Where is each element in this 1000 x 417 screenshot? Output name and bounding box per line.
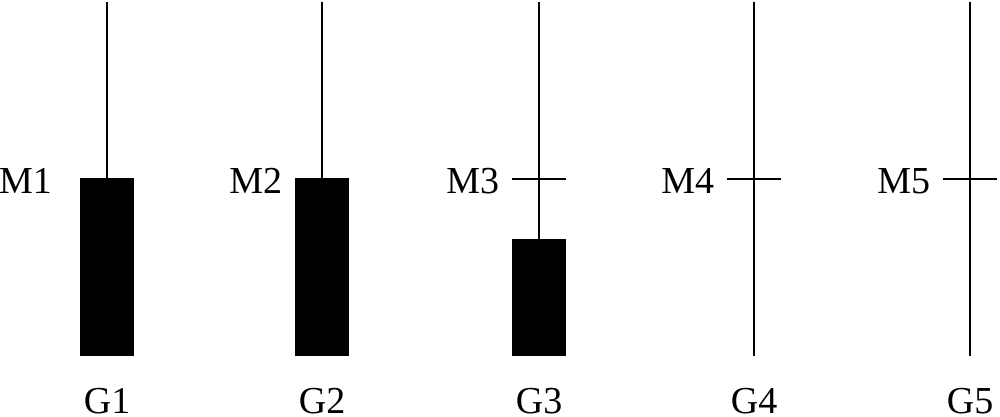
column-1-bottom-label: G1 bbox=[84, 380, 130, 417]
column-5: M5 G5 bbox=[877, 2, 997, 417]
column-5-top-label: M5 bbox=[877, 160, 930, 202]
column-2-top-label: M2 bbox=[229, 160, 282, 202]
column-5-bottom-label: G5 bbox=[947, 380, 993, 417]
column-4-bottom-label: G4 bbox=[731, 380, 777, 417]
column-2-bar bbox=[295, 178, 349, 356]
column-4-top-label: M4 bbox=[661, 160, 714, 202]
column-3-bottom-label: G3 bbox=[516, 380, 562, 417]
column-1: M1 G1 bbox=[0, 2, 134, 417]
column-1-top-label: M1 bbox=[0, 160, 52, 202]
column-3-top-label: M3 bbox=[446, 160, 499, 202]
column-3-bar bbox=[512, 239, 566, 356]
column-3: M3 G3 bbox=[446, 2, 566, 417]
column-2: M2 G2 bbox=[229, 2, 349, 417]
column-2-bottom-label: G2 bbox=[299, 380, 345, 417]
column-4: M4 G4 bbox=[661, 2, 781, 417]
column-1-bar bbox=[80, 178, 134, 356]
